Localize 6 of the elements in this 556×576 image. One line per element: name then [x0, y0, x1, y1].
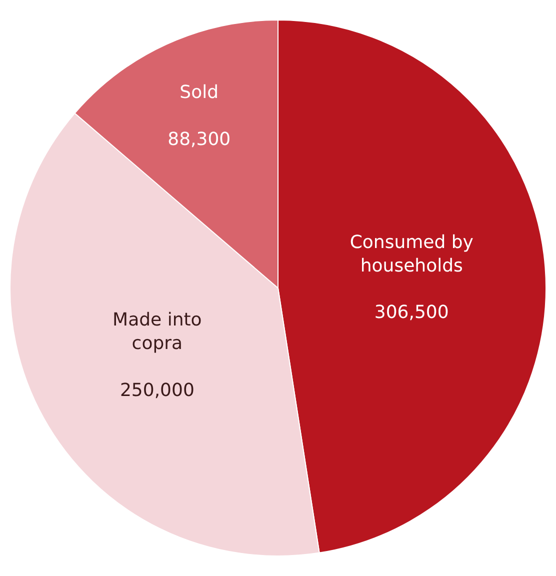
slice-label: Sold: [180, 82, 219, 104]
data-label: 306,500: [374, 302, 449, 324]
slice-label: Consumed by households: [350, 232, 474, 276]
data-label: 88,300: [168, 129, 231, 150]
slice-label: Made into copra: [112, 310, 202, 354]
data-label: 250,000: [120, 380, 194, 401]
